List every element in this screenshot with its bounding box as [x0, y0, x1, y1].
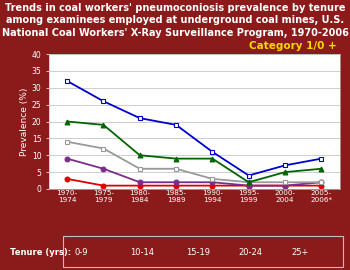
Text: Tenure (yrs):: Tenure (yrs):	[10, 248, 72, 257]
Text: 25+: 25+	[291, 248, 309, 257]
Text: 20-24: 20-24	[239, 248, 263, 257]
Line: 25+: 25+	[65, 79, 324, 178]
15-19	[319, 181, 323, 184]
25+	[247, 174, 251, 177]
Text: 15-19: 15-19	[186, 248, 210, 257]
Line: 0-9: 0-9	[65, 176, 324, 188]
0-9	[319, 184, 323, 187]
0-9	[65, 177, 69, 180]
20-24	[247, 181, 251, 184]
10-14	[210, 181, 215, 184]
20-24	[319, 167, 323, 170]
15-19	[210, 177, 215, 180]
0-9	[210, 184, 215, 187]
15-19	[65, 140, 69, 143]
25+	[138, 117, 142, 120]
25+	[283, 164, 287, 167]
25+	[174, 123, 178, 126]
10-14	[138, 181, 142, 184]
Text: Category 1/0 +: Category 1/0 +	[249, 41, 337, 51]
Y-axis label: Prevalence (%): Prevalence (%)	[20, 87, 29, 156]
20-24	[102, 123, 106, 126]
10-14	[283, 184, 287, 187]
15-19	[102, 147, 106, 150]
Line: 15-19: 15-19	[65, 139, 324, 185]
25+	[65, 79, 69, 83]
20-24	[174, 157, 178, 160]
20-24	[65, 120, 69, 123]
10-14	[102, 167, 106, 170]
20-24	[138, 154, 142, 157]
10-14	[65, 157, 69, 160]
10-14	[247, 184, 251, 187]
15-19	[138, 167, 142, 170]
Line: 20-24: 20-24	[65, 119, 324, 185]
Text: 0-9: 0-9	[74, 248, 88, 257]
Text: Trends in coal workers' pneumoconiosis prevalence by tenure
among examinees empl: Trends in coal workers' pneumoconiosis p…	[1, 3, 349, 38]
15-19	[247, 181, 251, 184]
0-9	[174, 184, 178, 187]
10-14	[174, 181, 178, 184]
20-24	[210, 157, 215, 160]
15-19	[174, 167, 178, 170]
25+	[319, 157, 323, 160]
25+	[210, 150, 215, 153]
Line: 10-14: 10-14	[65, 156, 324, 188]
0-9	[138, 184, 142, 187]
0-9	[102, 184, 106, 187]
0-9	[283, 184, 287, 187]
25+	[102, 100, 106, 103]
10-14	[319, 181, 323, 184]
0-9	[247, 184, 251, 187]
15-19	[283, 181, 287, 184]
Text: 10-14: 10-14	[130, 248, 154, 257]
20-24	[283, 171, 287, 174]
